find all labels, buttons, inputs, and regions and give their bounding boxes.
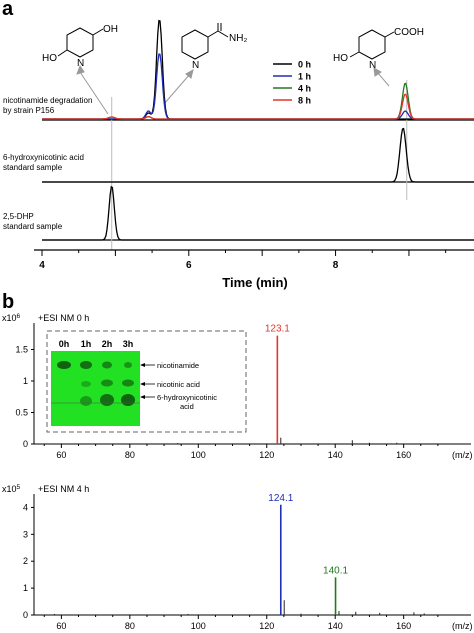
tlc-spot xyxy=(122,379,134,387)
time-tick-label: 4 xyxy=(39,260,45,271)
y-tick-label: 2 xyxy=(23,556,28,566)
trace-label: standard sample xyxy=(3,222,63,231)
structure-6-hydroxynicotinic-acid xyxy=(349,29,395,60)
structure-nicotinamide xyxy=(181,23,229,60)
tlc-spot xyxy=(80,361,92,369)
chromatogram-plot xyxy=(42,19,474,250)
tlc-lane-labels: 0h 1h 2h 3h xyxy=(59,339,134,349)
peak-label: 124.1 xyxy=(268,493,293,504)
trace-label: 2,5-DHP xyxy=(3,212,34,221)
x-tick-label: 60 xyxy=(56,621,66,631)
y-tick-label: 1 xyxy=(23,583,28,593)
y-tick-label: 0 xyxy=(23,439,28,449)
panel-a-label: a xyxy=(2,0,14,20)
y-exponent-label: x106 xyxy=(2,313,21,324)
hna-cooh-label: COOH xyxy=(394,27,424,38)
hna-ho-label: HO xyxy=(333,53,348,64)
y-exponent-power: 6 xyxy=(17,313,21,320)
y-tick-label: 1.5 xyxy=(15,344,28,354)
trace-label: nicotinamide degradation xyxy=(3,96,92,105)
trace-label: by strain P156 xyxy=(3,106,55,115)
tlc-arrow-head xyxy=(140,395,145,399)
tlc-spot xyxy=(101,379,113,387)
tlc-lane-label: 3h xyxy=(123,339,134,349)
tlc-lane-label: 2h xyxy=(102,339,113,349)
tlc-spot xyxy=(57,361,71,369)
hna-n-label: N xyxy=(369,60,376,71)
y-tick-label: 0 xyxy=(23,610,28,620)
tlc-spot xyxy=(124,362,132,368)
legend-label: 0 h xyxy=(298,60,311,70)
time-tick-label: 8 xyxy=(333,260,339,271)
y-tick-label: 0.5 xyxy=(15,407,28,417)
panel-b-label: b xyxy=(2,291,14,313)
chromatogram-series-line xyxy=(42,93,474,120)
tlc-arrow-head xyxy=(140,382,145,386)
tlc-arrow-head xyxy=(140,363,145,367)
tlc-spot xyxy=(81,381,91,387)
legend-label: 8 h xyxy=(298,96,311,106)
dhp-n-label: N xyxy=(77,58,84,69)
y-exponent-power: 5 xyxy=(17,484,21,491)
legend-label: 4 h xyxy=(298,84,311,94)
time-axis-label: Time (min) xyxy=(222,275,288,290)
tlc-inset: 0h 1h 2h 3h nicotinamide nicotinic acid 6-hyd… xyxy=(46,330,247,433)
x-tick-label: 100 xyxy=(191,450,206,460)
tlc-lane-label: 1h xyxy=(81,339,92,349)
tlc-label: nicotinamide xyxy=(157,361,199,370)
x-tick-label: 80 xyxy=(125,450,135,460)
x-tick-label: 80 xyxy=(125,621,135,631)
spectrum-title: +ESI NM 0 h xyxy=(38,313,89,323)
spectrum-title: +ESI NM 4 h xyxy=(38,484,89,494)
nam-n-label: N xyxy=(192,60,199,71)
chromatogram-series-line xyxy=(42,82,474,120)
y-tick-label: 4 xyxy=(23,502,28,512)
tlc-label: acid xyxy=(180,402,194,411)
x-tick-label: 160 xyxy=(396,450,411,460)
dhp-oh-label: OH xyxy=(103,24,118,35)
x-tick-label: 120 xyxy=(259,450,274,460)
tlc-spot xyxy=(80,396,92,406)
tlc-label: 6-hydroxynicotinic xyxy=(157,393,217,402)
mass-spectrum-4h: x105 +ESI NM 4 h 0 1 2 3 4 60 80 100 120 140 160 (m/z… xyxy=(2,484,473,632)
x-tick-label: 60 xyxy=(56,450,66,460)
y-tick-label: 3 xyxy=(23,529,28,539)
x-tick-label: 160 xyxy=(396,621,411,631)
tlc-label: nicotinic acid xyxy=(157,380,200,389)
time-tick-label: 6 xyxy=(186,260,192,271)
tlc-spot xyxy=(121,394,135,406)
tlc-spot xyxy=(100,394,114,406)
trace-label: 6-hydroxynicotinic acid xyxy=(3,153,84,162)
legend-label: 1 h xyxy=(298,72,311,82)
tlc-compound-labels: nicotinamide nicotinic acid 6-hydroxynicot… xyxy=(140,361,217,411)
x-axis-unit-label: (m/z) xyxy=(452,450,473,460)
peak-label: 123.1 xyxy=(265,324,290,335)
structure-arrows xyxy=(76,64,390,115)
nam-nh2-label: NH₂ xyxy=(229,33,247,44)
dhp-ho-label: HO xyxy=(42,53,57,64)
x-tick-label: 100 xyxy=(191,621,206,631)
x-tick-label: 140 xyxy=(328,621,343,631)
tlc-spot xyxy=(102,361,112,369)
trace-label: standard sample xyxy=(3,163,63,172)
structure-2-5-dhp xyxy=(57,27,104,58)
peak-label: 140.1 xyxy=(323,565,348,576)
tlc-lane-label: 0h xyxy=(59,339,70,349)
chromatogram-series-line xyxy=(42,127,474,183)
mass-spectrum-0h: x106 +ESI NM 0 h 0 0.5 1 1.5 60 80 100 120 140 160 (… xyxy=(2,313,473,461)
x-tick-label: 140 xyxy=(328,450,343,460)
chromatogram-series-line xyxy=(42,185,474,241)
legend: 0 h 1 h 4 h 8 h xyxy=(273,60,311,106)
time-axis: 4 6 8 xyxy=(34,249,474,271)
x-tick-label: 120 xyxy=(259,621,274,631)
y-tick-label: 1 xyxy=(23,376,28,386)
y-exponent-label: x105 xyxy=(2,484,21,495)
x-axis-unit-label: (m/z) xyxy=(452,621,473,631)
